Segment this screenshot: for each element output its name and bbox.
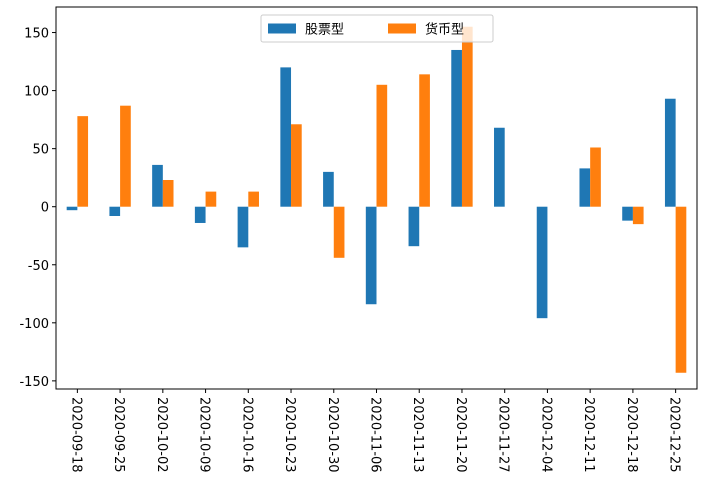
y-tick-label: 150 — [24, 27, 49, 42]
legend: 股票型 货币型 — [260, 14, 494, 43]
x-tick-label: 2020-10-30 — [325, 397, 340, 473]
x-tick-label: 2020-10-16 — [239, 397, 254, 473]
bar-series-2-2020-09-25 — [120, 105, 131, 207]
bar-series-1-2020-12-11 — [579, 168, 591, 207]
y-tick-label: 50 — [32, 143, 49, 158]
x-tick-label: 2020-09-25 — [111, 397, 126, 473]
y-tick-label: -150 — [19, 375, 49, 390]
x-tick-label: 2020-11-27 — [496, 397, 511, 473]
bar-series-1-2020-09-18 — [66, 206, 78, 211]
bar-series-2-2020-10-16 — [248, 191, 259, 207]
bar-series-2-2020-12-11 — [590, 147, 601, 207]
bar-series-1-2020-11-06 — [365, 206, 377, 305]
legend-label-series-2: 货币型 — [425, 22, 464, 38]
bar-series-2-2020-12-25 — [675, 206, 687, 373]
legend-label-series-1: 股票型 — [305, 23, 344, 38]
bar-series-1-2020-10-16 — [237, 206, 249, 248]
x-tick-label: 2020-12-04 — [538, 397, 553, 473]
bar-series-2-2020-10-02 — [162, 180, 174, 207]
x-tick-label: 2020-11-20 — [453, 397, 468, 473]
bar-series-2-2020-11-20 — [461, 26, 473, 207]
bar-series-2-2020-10-30 — [333, 206, 345, 258]
x-tick-label: 2020-10-23 — [282, 397, 297, 473]
bar-series-2-2020-10-09 — [205, 191, 217, 207]
y-tick-label: -50 — [28, 259, 49, 274]
bar-series-2-2020-11-06 — [376, 84, 388, 207]
bar-series-2-2020-11-13 — [419, 74, 430, 207]
x-tick-label: 2020-12-25 — [667, 397, 682, 473]
bar-series-1-2020-12-04 — [536, 206, 548, 319]
x-tick-label: 2020-11-06 — [368, 397, 383, 473]
legend-box — [260, 14, 494, 43]
x-tick-label: 2020-12-18 — [624, 397, 639, 473]
bar-series-2-2020-09-18 — [77, 116, 89, 207]
plot-frame — [55, 6, 698, 390]
bar-series-1-2020-10-23 — [280, 67, 292, 207]
x-axis: 2020-09-18 2020-09-25 2020-10-02 2020-10-09… — [68, 389, 682, 473]
x-tick-label: 2020-09-18 — [68, 397, 83, 473]
bar-series-1-2020-12-18 — [622, 206, 633, 221]
y-tick-label: -100 — [19, 317, 49, 332]
bar-series-1-2020-10-30 — [323, 171, 334, 207]
bar-series-1-2020-10-02 — [152, 164, 163, 207]
y-axis: -150 -100 -50 0 50 100 150 — [19, 27, 56, 390]
bar-series-1-2020-09-25 — [109, 206, 121, 216]
x-tick-label: 2020-10-02 — [154, 397, 169, 473]
y-tick-label: 100 — [24, 85, 49, 100]
x-tick-label: 2020-11-13 — [410, 397, 425, 473]
legend-swatch-series-1 — [268, 23, 296, 34]
bar-series-2-2020-10-23 — [291, 124, 302, 207]
bars-layer — [66, 26, 687, 373]
x-tick-label: 2020-10-09 — [197, 397, 212, 473]
bar-series-2-2020-12-18 — [632, 206, 644, 225]
bar-series-1-2020-12-25 — [664, 98, 676, 207]
bar-series-1-2020-11-27 — [494, 127, 505, 207]
bar-series-1-2020-10-09 — [194, 206, 206, 223]
y-tick-label: 0 — [41, 201, 49, 216]
bar-series-1-2020-11-13 — [408, 206, 420, 247]
bar-series-1-2020-11-20 — [451, 49, 462, 207]
legend-swatch-series-2 — [388, 23, 416, 34]
x-tick-label: 2020-12-11 — [581, 397, 596, 473]
